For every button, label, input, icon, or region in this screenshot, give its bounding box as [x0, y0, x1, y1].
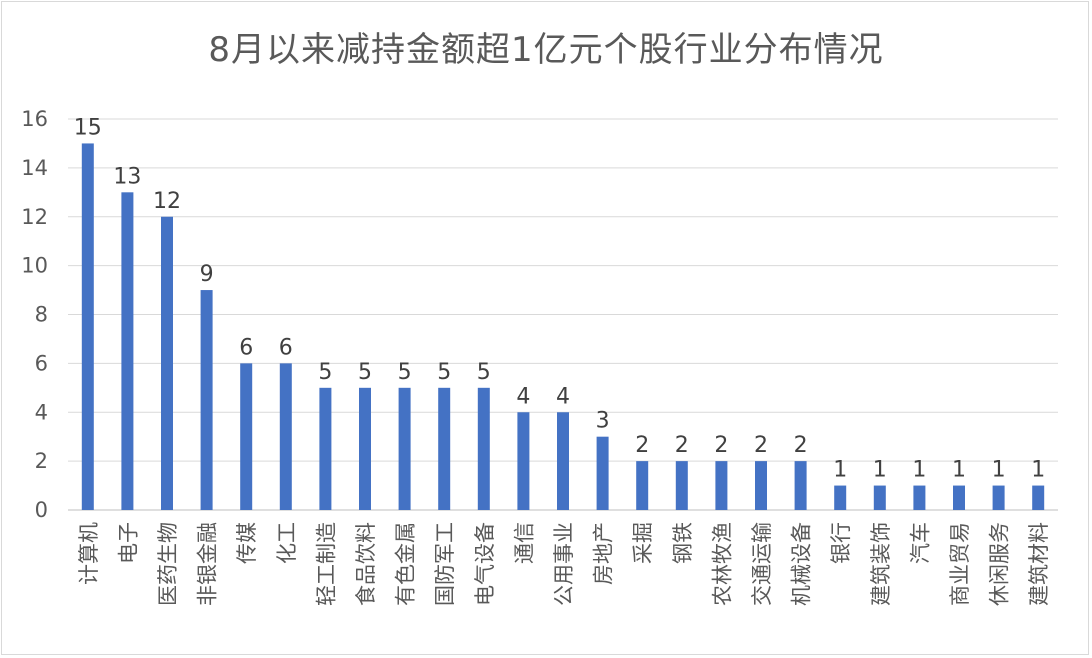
data-label: 2: [714, 433, 728, 458]
category-label: 公用事业: [552, 522, 576, 606]
data-label: 13: [113, 164, 141, 189]
bar: [240, 363, 253, 510]
bar: [517, 412, 530, 510]
bar: [953, 485, 965, 510]
bar: [873, 485, 886, 510]
category-label: 国防军工: [433, 522, 457, 606]
data-label: 6: [279, 335, 293, 360]
category-label: 电气设备: [473, 522, 497, 606]
data-label: 5: [437, 360, 451, 385]
y-tick-label: 10: [21, 254, 48, 278]
bar: [557, 412, 569, 510]
category-label: 化工: [275, 522, 299, 564]
data-label: 2: [635, 433, 649, 458]
category-labels: 计算机 电子 医药生物 非银金融 传媒 化工 轻工制造 食品饮料 有色金属 国防军工 电气设备 通信公…: [77, 522, 1051, 606]
y-tick-label: 0: [35, 498, 48, 522]
category-label: 建筑材料: [1027, 522, 1051, 606]
data-label: 1: [833, 458, 847, 483]
bar: [398, 387, 411, 510]
category-label: 医药生物: [156, 522, 180, 606]
bar: [596, 436, 609, 510]
bar: [200, 290, 213, 510]
data-label: 4: [556, 384, 570, 409]
bar: [715, 461, 728, 510]
data-label: 1: [873, 458, 887, 483]
category-label: 交通运输: [750, 522, 774, 606]
data-label: 5: [318, 360, 332, 385]
data-label: 9: [200, 262, 214, 287]
category-label: 钢铁: [671, 522, 695, 564]
data-label: 5: [358, 360, 372, 385]
bar: [279, 363, 292, 510]
bar: [636, 461, 649, 510]
data-label: 3: [596, 409, 610, 434]
data-label: 1: [992, 458, 1006, 483]
bar: [1032, 485, 1045, 510]
data-label: 2: [794, 433, 808, 458]
bars: [81, 143, 1045, 510]
data-label: 2: [754, 433, 768, 458]
data-label: 1: [952, 458, 966, 483]
bar: [992, 485, 1005, 510]
category-label: 汽车: [908, 522, 932, 564]
category-label: 电子: [116, 522, 140, 564]
category-label: 商业贸易: [948, 522, 972, 606]
bar: [913, 485, 926, 510]
bar: [161, 216, 173, 510]
data-label: 5: [477, 360, 491, 385]
category-label: 建筑装饰: [869, 522, 893, 606]
y-axis-ticks: 0 2 4 6 8 10 12 14 16: [21, 107, 48, 522]
y-tick-label: 16: [21, 107, 48, 131]
chart-title: 8月以来减持金额超1亿元个股行业分布情况: [208, 30, 884, 70]
data-label: 12: [153, 189, 181, 214]
bar: [477, 387, 490, 510]
category-label: 银行: [829, 522, 853, 564]
bar: [675, 461, 688, 510]
bar: [319, 387, 332, 510]
category-label: 机械设备: [790, 522, 814, 606]
y-tick-label: 4: [35, 400, 48, 424]
y-tick-label: 2: [35, 449, 48, 473]
y-tick-label: 14: [21, 156, 48, 180]
category-label: 食品饮料: [354, 522, 378, 606]
bar: [834, 485, 847, 510]
bar: [359, 387, 371, 510]
data-label: 6: [239, 335, 253, 360]
data-label: 2: [675, 433, 689, 458]
y-tick-label: 8: [35, 303, 48, 327]
bar: [438, 387, 451, 510]
category-label: 休闲服务: [988, 522, 1012, 606]
data-label: 4: [516, 384, 530, 409]
category-label: 计算机: [77, 522, 101, 585]
category-label: 轻工制造: [314, 522, 338, 606]
bar: [121, 192, 134, 510]
bar: [794, 461, 807, 510]
bar: [81, 143, 94, 510]
y-tick-label: 12: [21, 205, 48, 229]
data-label: 1: [912, 458, 926, 483]
category-label: 传媒: [235, 522, 259, 564]
category-label: 采掘: [631, 522, 655, 564]
category-label: 通信: [512, 522, 536, 564]
y-tick-label: 6: [35, 351, 48, 375]
bar: [755, 461, 767, 510]
category-label: 房地产: [592, 522, 616, 585]
data-label: 1: [1031, 458, 1045, 483]
category-label: 非银金融: [196, 522, 220, 606]
category-label: 农林牧渔: [710, 522, 734, 606]
data-label: 15: [74, 115, 102, 140]
data-label: 5: [398, 360, 412, 385]
category-label: 有色金属: [394, 522, 418, 606]
